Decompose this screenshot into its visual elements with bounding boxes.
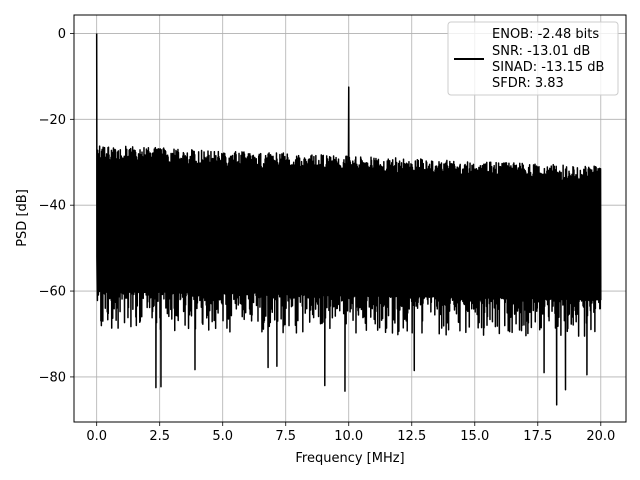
x-tick-label: 5.0 (212, 429, 233, 444)
y-tick-label: −20 (39, 113, 66, 128)
y-axis-label: PSD [dB] (15, 189, 30, 247)
y-tick-label: −80 (39, 370, 66, 385)
legend-enob: ENOB: -2.48 bits (492, 27, 599, 42)
x-tick-label: 20.0 (586, 429, 615, 444)
x-tick-label: 7.5 (275, 429, 296, 444)
x-tick-label: 17.5 (523, 429, 552, 444)
x-axis-ticks: 0.0 2.5 5.0 7.5 10.0 12.5 15.0 17.5 20.0 (86, 422, 615, 444)
legend: ENOB: -2.48 bits SNR: -13.01 dB SINAD: -… (447, 21, 619, 96)
y-tick-label: 0 (58, 27, 66, 42)
legend-sfdr: SFDR: 3.83 (492, 76, 564, 91)
y-tick-label: −40 (39, 199, 66, 214)
x-tick-label: 10.0 (334, 429, 363, 444)
x-tick-label: 15.0 (460, 429, 489, 444)
x-axis-label: Frequency [MHz] (295, 451, 404, 466)
y-tick-label: −60 (39, 285, 66, 300)
psd-trace (95, 33, 602, 406)
legend-snr: SNR: -13.01 dB (492, 44, 590, 59)
axes-frame (73, 14, 627, 423)
x-tick-label: 2.5 (149, 429, 170, 444)
x-tick-label: 0.0 (86, 429, 107, 444)
psd-series (95, 33, 602, 406)
legend-sinad: SINAD: -13.15 dB (492, 60, 604, 75)
x-tick-label: 12.5 (397, 429, 426, 444)
y-axis-ticks: 0 −20 −40 −60 −80 (39, 27, 74, 385)
legend-box (447, 21, 619, 96)
